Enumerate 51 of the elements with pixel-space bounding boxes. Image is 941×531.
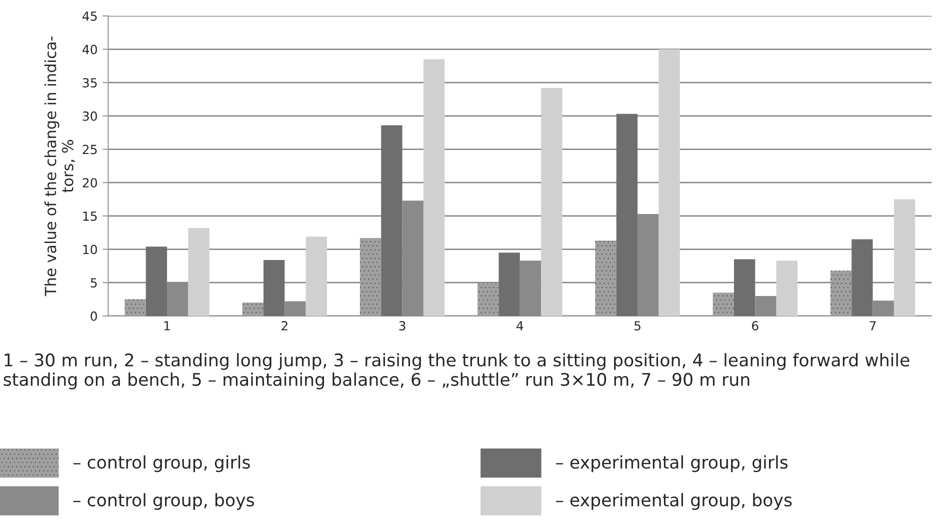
y-tick-label: 30 — [82, 111, 97, 121]
y-axis-title: The value of the change in indica- tors, % — [44, 36, 75, 296]
y-tick-label: 40 — [82, 44, 97, 54]
y-tick-label: 0 — [90, 311, 97, 321]
legend-label: – control group, boys — [73, 493, 254, 510]
bar — [360, 238, 382, 316]
bar — [520, 260, 542, 316]
y-tick-label: 20 — [82, 178, 97, 188]
bar — [658, 49, 680, 316]
bar — [306, 236, 327, 316]
bar — [402, 200, 424, 316]
bar — [776, 260, 798, 316]
legend-label: – experimental group, girls — [556, 455, 788, 472]
bar — [852, 239, 873, 316]
bar — [284, 301, 306, 316]
bar — [242, 302, 264, 316]
y-tick-label: 10 — [83, 244, 97, 254]
bar — [638, 214, 659, 316]
bar — [124, 299, 146, 316]
x-tick-label: 4 — [516, 321, 524, 330]
bar — [263, 260, 285, 316]
bar — [712, 292, 734, 316]
bar — [894, 199, 916, 316]
bar — [478, 283, 499, 316]
bar — [755, 296, 776, 316]
legend-label: – experimental group, boys — [556, 493, 792, 510]
bar — [734, 259, 756, 316]
bar — [167, 282, 188, 316]
bar — [872, 300, 894, 316]
y-tick-label: 45 — [82, 12, 97, 21]
y-tick-label: 15 — [83, 212, 97, 221]
bar — [423, 59, 445, 316]
x-tick-label: 5 — [634, 321, 640, 330]
x-tick-label: 3 — [399, 321, 406, 330]
y-tick-label: 35 — [82, 78, 97, 88]
bar — [830, 270, 852, 316]
x-tick-label: 7 — [870, 321, 876, 330]
x-tick-label: 6 — [752, 321, 758, 330]
bar — [595, 240, 616, 316]
text: 1 – 30 m run, 2 – standing long jump, 3 – raising the trunk to a sitting position, 4 – leaning forward while standing on a bench, 5 – maintaining balance, 6 – „shuttle” run 3×10 m, 7 – 90 m run — [4, 353, 910, 390]
bar — [616, 114, 638, 316]
x-tick-label: 2 — [282, 321, 288, 330]
bar — [541, 88, 562, 316]
bar — [498, 252, 520, 316]
y-tick-label: 5 — [90, 278, 97, 288]
bar — [381, 125, 402, 316]
legend-label: – control group, girls — [73, 455, 250, 472]
bar — [188, 228, 210, 316]
y-tick-label: 25 — [82, 144, 97, 154]
x-tick-label: 1 — [164, 321, 170, 330]
bar — [146, 246, 168, 316]
